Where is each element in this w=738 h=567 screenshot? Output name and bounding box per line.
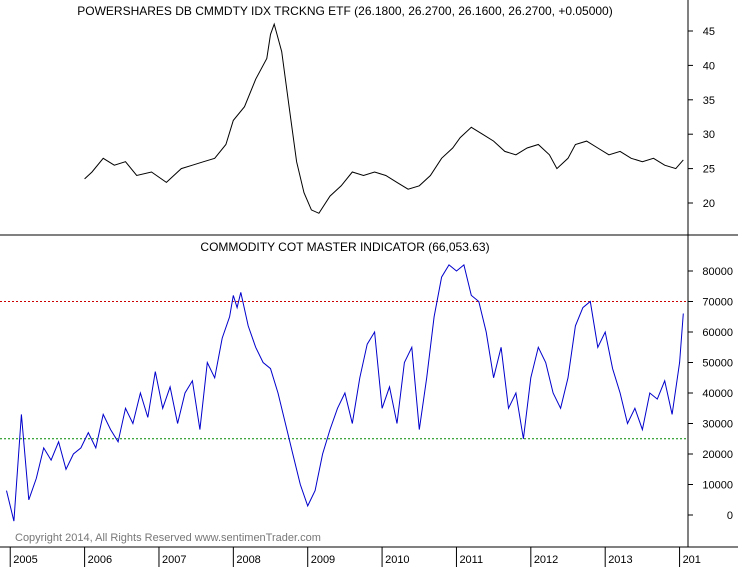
top-ytick-label: 45 (703, 26, 715, 38)
bottom-ytick-label: 0 (727, 510, 733, 522)
reference-lines (0, 301, 688, 440)
xtick-label: 2006 (88, 554, 112, 566)
xtick-label: 2011 (459, 554, 483, 566)
bottom-ytick-label: 30000 (702, 419, 733, 431)
copyright-text: Copyright 2014, All Rights Reserved www.… (15, 532, 321, 544)
top-ytick-label: 40 (703, 60, 715, 72)
xtick-label: 2010 (385, 554, 409, 566)
bottom-ytick-label: 60000 (702, 327, 733, 339)
xtick-label: 201 (683, 554, 701, 566)
top-ytick-label: 25 (703, 164, 715, 176)
xtick-label: 2005 (13, 554, 37, 566)
top-chart-axis: 20 25 30 35 40 45 (688, 26, 715, 210)
cot-indicator-line (6, 264, 684, 522)
bottom-ytick-label: 50000 (702, 358, 733, 370)
xtick-label: 2009 (311, 554, 335, 566)
xtick-label: 2007 (162, 554, 186, 566)
top-chart-title: POWERSHARES DB CMMDTY IDX TRCKNG ETF (26… (77, 4, 612, 18)
bottom-chart-title: COMMODITY COT MASTER INDICATOR (66,053.6… (200, 240, 489, 254)
top-ytick-label: 35 (703, 95, 715, 107)
bottom-ytick-label: 20000 (702, 449, 733, 461)
xtick-label: 2008 (236, 554, 260, 566)
bottom-ytick-label: 40000 (702, 388, 733, 400)
bottom-ytick-label: 70000 (702, 297, 733, 309)
bottom-ytick-label: 80000 (702, 266, 733, 278)
bottom-chart-axis: 80000 70000 60000 50000 40000 30000 20000 10000… (688, 266, 733, 522)
bottom-ytick-label: 10000 (702, 480, 733, 492)
x-axis: 2005 2006 2007 2008 2009 2010 2011 2012 2013 201 (9, 547, 701, 567)
xtick-label: 2013 (608, 554, 632, 566)
top-ytick-label: 20 (703, 198, 715, 210)
top-ytick-label: 30 (703, 129, 715, 141)
etf-price-line (84, 22, 684, 214)
xtick-label: 2012 (534, 554, 558, 566)
